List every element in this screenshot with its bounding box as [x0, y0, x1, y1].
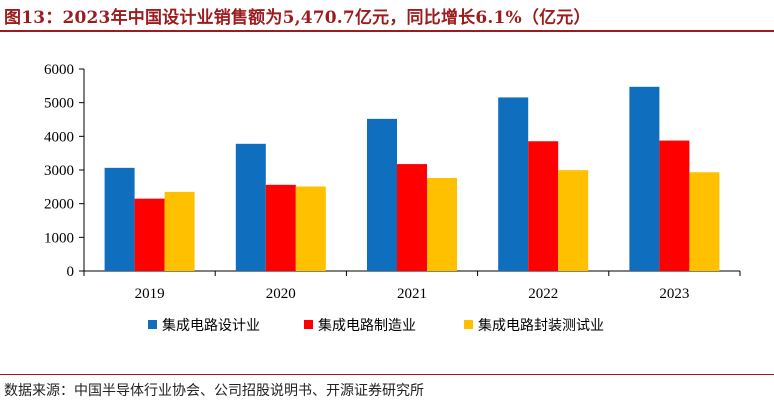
y-tick-label: 1000 — [44, 230, 74, 246]
footer-divider — [0, 374, 774, 375]
x-tick-label: 2019 — [135, 286, 165, 302]
x-tick-label: 2021 — [397, 286, 427, 302]
bar-design — [498, 97, 529, 271]
y-tick-label: 5000 — [44, 96, 74, 112]
title-divider — [0, 30, 774, 32]
legend-swatch — [304, 320, 313, 329]
x-tick-label: 2020 — [266, 286, 296, 302]
y-axis: 0 1000 2000 3000 4000 5000 6000 — [44, 62, 85, 280]
legend: 集成电路设计业 集成电路制造业 集成电路封装测试业 — [148, 317, 604, 334]
bar-design — [367, 118, 397, 271]
legend-swatch — [148, 320, 157, 329]
chart-title: 图13：2023年中国设计业销售额为5,470.7亿元，同比增长6.1%（亿元） — [4, 8, 591, 28]
bar-packaging-testing — [689, 172, 720, 271]
bar-manufacturing — [397, 164, 427, 271]
data-source: 数据来源：中国半导体行业协会、公司招股说明书、开源证券研究所 — [4, 383, 424, 399]
bar-packaging-testing — [427, 177, 457, 271]
bar-packaging-testing — [295, 186, 326, 271]
x-axis: 2019 2020 2021 2022 2023 — [83, 270, 741, 302]
bar-design — [629, 86, 660, 272]
y-tick-label: 4000 — [44, 129, 74, 145]
bar-manufacturing — [659, 140, 690, 271]
x-tick-label: 2022 — [528, 286, 558, 302]
y-tick-label: 2000 — [44, 197, 74, 213]
bar-packaging-testing — [558, 170, 589, 271]
bar-manufacturing — [134, 198, 165, 271]
legend-swatch — [464, 320, 473, 329]
legend-label: 集成电路封装测试业 — [478, 317, 604, 334]
bars — [104, 86, 720, 272]
bar-packaging-testing — [164, 191, 195, 271]
y-tick-label: 0 — [67, 264, 75, 280]
legend-label: 集成电路设计业 — [162, 317, 260, 334]
bar-manufacturing — [528, 141, 559, 271]
y-tick-label: 3000 — [44, 163, 74, 179]
y-tick-label: 6000 — [44, 62, 74, 78]
legend-label: 集成电路制造业 — [318, 317, 416, 334]
bar-design — [235, 143, 266, 271]
bar-manufacturing — [265, 184, 296, 271]
bar-design — [104, 167, 135, 271]
x-tick-label: 2023 — [659, 286, 689, 302]
